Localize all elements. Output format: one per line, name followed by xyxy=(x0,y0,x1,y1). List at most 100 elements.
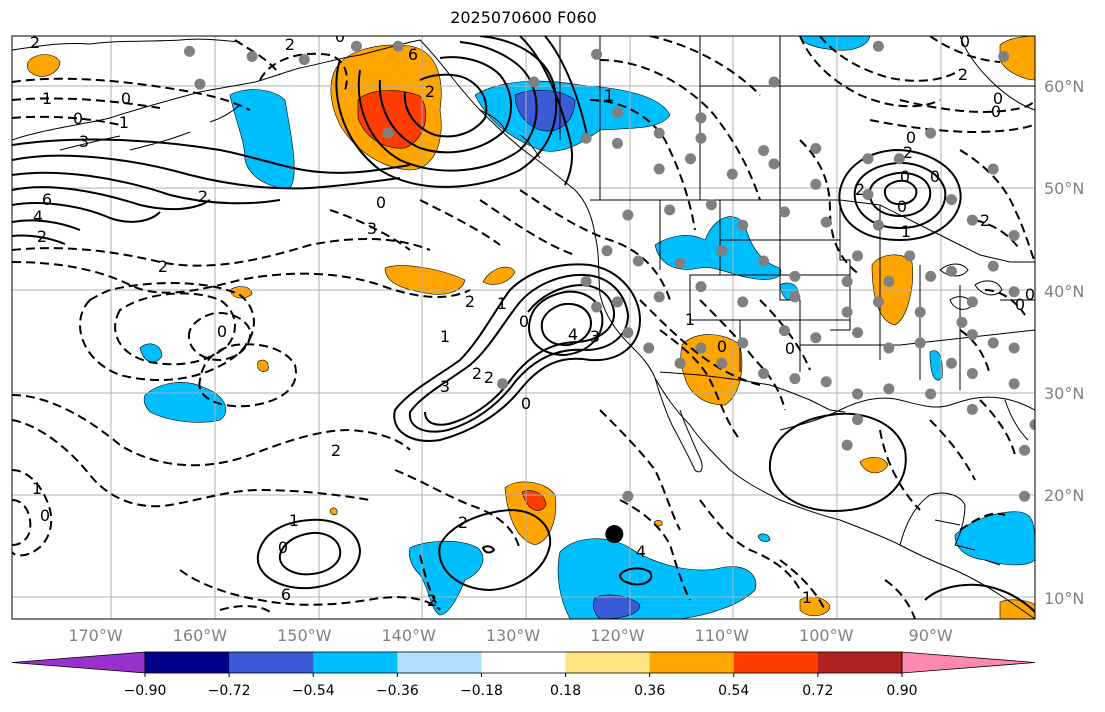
station-marker xyxy=(695,281,707,293)
contour-label: 0 xyxy=(1025,285,1035,304)
negative-contour xyxy=(114,292,236,366)
station-marker xyxy=(820,376,832,388)
station-marker xyxy=(601,245,613,257)
negative-contour xyxy=(479,199,576,256)
negative-contour xyxy=(819,36,961,82)
negative-contour xyxy=(979,399,1016,456)
positive-anomaly-area xyxy=(482,266,516,285)
contour-label: 2 xyxy=(958,65,968,84)
contour-label: 6 xyxy=(408,45,418,64)
station-marker xyxy=(810,332,822,344)
positive-contour xyxy=(12,171,281,205)
negative-anomaly-area xyxy=(474,80,671,152)
alaska-coast xyxy=(12,39,576,191)
negative-contour xyxy=(12,419,371,508)
positive-anomaly-area xyxy=(26,54,61,77)
station-marker xyxy=(194,78,206,90)
station-marker xyxy=(685,153,697,165)
latitude-label: 20°N xyxy=(1044,486,1085,506)
station-marker xyxy=(778,325,790,337)
station-marker xyxy=(862,189,874,201)
contour-label: 2 xyxy=(331,441,341,460)
negative-contour xyxy=(984,289,1026,316)
colorbar-frame xyxy=(144,651,903,674)
station-marker xyxy=(664,204,676,216)
colorbar-tick-label: 0.18 xyxy=(549,683,582,699)
florida-coast xyxy=(1004,399,1029,441)
contour-label: 2 xyxy=(484,368,494,387)
negative-anomaly-area xyxy=(929,350,943,381)
station-marker xyxy=(632,255,644,267)
station-marker xyxy=(758,255,770,267)
contour-label: 1 xyxy=(440,327,450,346)
positive-anomaly-area xyxy=(521,490,547,511)
colorbar-tick-label: 0.54 xyxy=(718,683,750,699)
negative-contour xyxy=(179,569,441,611)
station-marker xyxy=(966,403,978,415)
us-west-coast xyxy=(574,189,1035,619)
contour-label: 0 xyxy=(930,167,940,186)
positive-contour xyxy=(768,412,907,512)
station-marker xyxy=(789,270,801,282)
station-layer xyxy=(183,40,1035,502)
baja-california xyxy=(654,377,703,473)
positive-contour xyxy=(12,154,401,190)
station-marker xyxy=(914,306,926,318)
station-marker xyxy=(737,337,749,349)
contour-label: 1 xyxy=(901,222,911,241)
contour-label: 0 xyxy=(960,32,970,51)
positive-contour xyxy=(12,186,211,211)
alaska-north-coast xyxy=(12,38,241,51)
colorbar-tick-label: 0.72 xyxy=(802,683,834,699)
longitude-label: 150°W xyxy=(277,626,332,645)
contour-label: 0 xyxy=(900,167,910,186)
station-marker xyxy=(872,296,884,308)
station-marker xyxy=(758,145,770,157)
station-marker xyxy=(622,327,634,339)
negative-contour xyxy=(779,559,826,611)
tropical-center-marker xyxy=(605,525,624,544)
colorbar-swatch xyxy=(397,652,482,673)
negative-contour xyxy=(869,119,1035,133)
contour-label: 2 xyxy=(30,33,40,52)
positive-contour xyxy=(424,283,616,426)
station-marker xyxy=(820,216,832,228)
station-marker xyxy=(653,127,665,139)
contour-label: 1 xyxy=(604,86,614,105)
colorbar-tick-label: 0.90 xyxy=(886,683,918,699)
station-marker xyxy=(945,265,957,277)
station-marker xyxy=(1019,444,1031,456)
contour-label: 4 xyxy=(568,325,578,344)
negative-contour xyxy=(599,409,681,531)
station-marker xyxy=(1029,419,1035,431)
contour-label: 1 xyxy=(289,511,299,530)
positive-anomaly-area xyxy=(384,265,466,295)
positive-anomaly-area xyxy=(229,286,253,299)
negative-contour xyxy=(419,199,501,246)
positive-contour xyxy=(393,263,642,442)
station-marker xyxy=(966,214,978,226)
station-marker xyxy=(987,337,999,349)
negative-anomaly-area xyxy=(593,594,641,619)
station-marker xyxy=(789,373,801,385)
station-marker xyxy=(705,199,717,211)
colorbar-tick-label: −0.36 xyxy=(375,683,419,699)
positive-contour xyxy=(528,290,604,357)
station-marker xyxy=(580,132,592,144)
station-marker xyxy=(758,368,770,380)
negative-contour xyxy=(219,605,271,613)
station-marker xyxy=(998,50,1010,62)
negative-anomaly-area xyxy=(139,343,163,363)
station-marker xyxy=(611,137,623,149)
contour-label: 0 xyxy=(1015,295,1025,314)
station-marker xyxy=(883,275,895,287)
negative-anomaly-area xyxy=(757,533,771,542)
station-marker xyxy=(862,153,874,165)
negative-contour xyxy=(959,512,1006,531)
contour-label: 0 xyxy=(335,27,345,46)
colorbar xyxy=(11,651,1036,677)
station-marker xyxy=(674,357,686,369)
station-marker xyxy=(883,342,895,354)
negative-contour xyxy=(519,189,671,301)
station-marker xyxy=(695,342,707,354)
